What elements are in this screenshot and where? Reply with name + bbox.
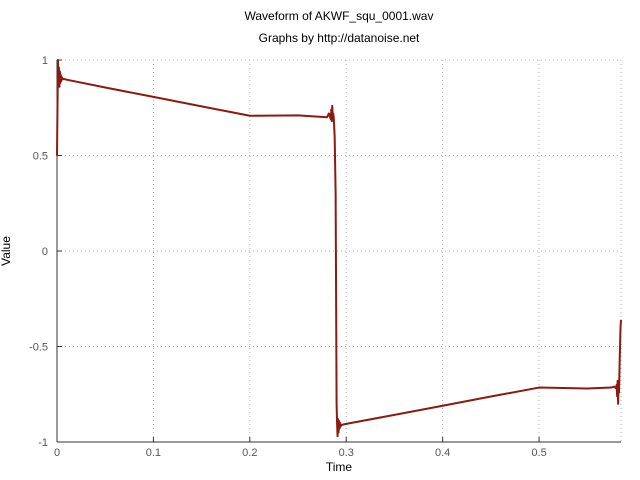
ticks: 0 0.1 0.2 0.3 0.4 0.5 1 0.5 0 -0.5 -1 [29,55,547,459]
chart-subtitle: Graphs by http://datanoise.net [259,31,420,45]
x-tick-label: 0.2 [242,447,257,459]
y-tick-label: 0 [42,246,48,258]
x-tick-label: 0.4 [435,447,450,459]
x-axis-label: Time [326,460,353,474]
y-axis-label: Value [0,236,13,266]
waveform-line [56,59,622,438]
y-tick-label: -0.5 [29,342,48,354]
chart-title: Waveform of AKWF_squ_0001.wav [245,9,434,23]
y-tick-label: 1 [42,55,48,67]
x-tick-label: 0.3 [339,447,354,459]
x-tick-label: 0.5 [531,447,546,459]
y-tick-label: -1 [38,437,48,449]
x-tick-label: 0 [54,447,60,459]
grid [56,59,622,443]
series-group [56,59,622,438]
x-tick-label: 0.1 [146,447,161,459]
y-tick-label: 0.5 [33,151,48,163]
